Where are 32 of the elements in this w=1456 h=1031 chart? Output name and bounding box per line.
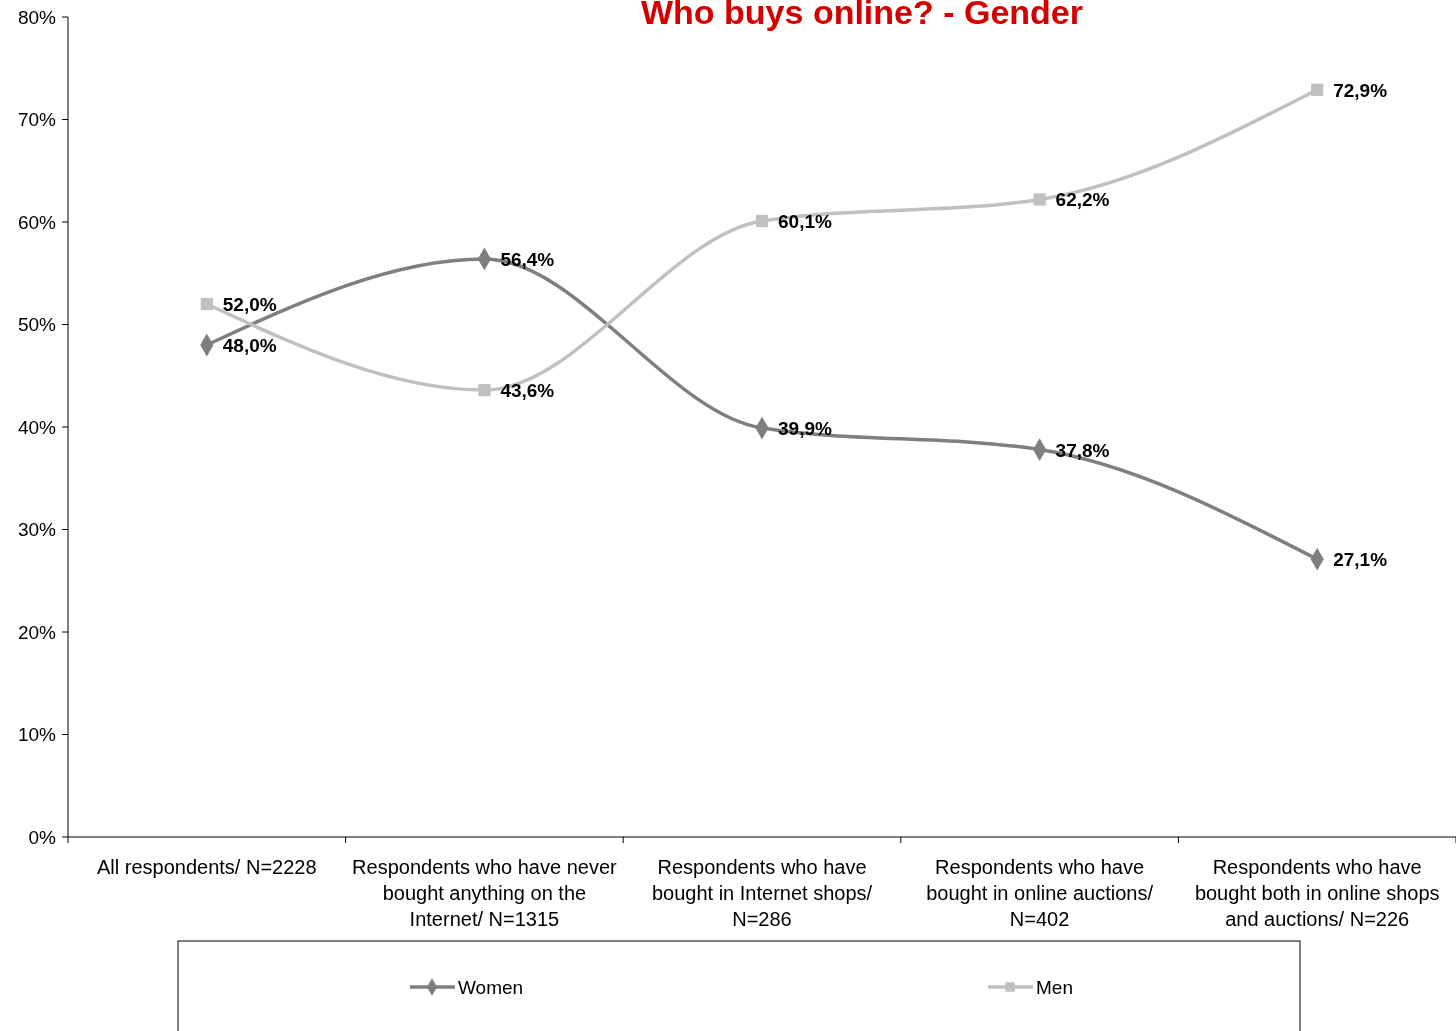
- point: [200, 297, 213, 311]
- y-tick-label: 30%: [17, 519, 57, 541]
- point: [755, 214, 769, 228]
- y-tick-label: 0%: [28, 826, 57, 848]
- point: [1311, 83, 1324, 96]
- data-label: 52,0%: [222, 294, 277, 315]
- data-label: 48,0%: [222, 335, 277, 356]
- legend-label: Men: [1036, 976, 1073, 998]
- point: [478, 383, 491, 397]
- y-tick-label: 60%: [17, 211, 57, 233]
- y-tick-label: 50%: [17, 314, 57, 336]
- data-label: 39,9%: [778, 418, 832, 440]
- x-tick-label: Respondents who have never bought anything on the Internet/ N=1315: [352, 856, 618, 930]
- x-tick-label: All respondents/ N=2228: [97, 856, 317, 878]
- chart-title: Who buys online? - Gender: [641, 0, 1083, 31]
- y-tick-label: 70%: [17, 109, 57, 131]
- x-tick-label: Respondents who have bought in online auctions/ N=402: [926, 856, 1154, 930]
- data-label: 72,9%: [1333, 79, 1388, 101]
- point: [1033, 193, 1046, 206]
- data-label: 43,6%: [500, 380, 555, 402]
- data-label: 62,2%: [1055, 189, 1110, 211]
- y-tick-label: 20%: [17, 621, 57, 643]
- x-tick-label: Respondents who have bought in Internet shops/ N=286: [651, 856, 873, 930]
- y-tick-label: 80%: [17, 6, 57, 28]
- data-label: 27,1%: [1333, 549, 1388, 571]
- y-tick-label: 10%: [17, 724, 57, 746]
- data-label: 37,8%: [1055, 439, 1110, 461]
- legend-label: Women: [458, 976, 524, 998]
- data-label: 56,4%: [500, 248, 555, 270]
- x-tick-label: Respondents who have bought both in online shops and auctions/ N=226: [1194, 856, 1440, 930]
- y-tick-label: 40%: [17, 416, 57, 438]
- data-label: 60,1%: [778, 210, 832, 232]
